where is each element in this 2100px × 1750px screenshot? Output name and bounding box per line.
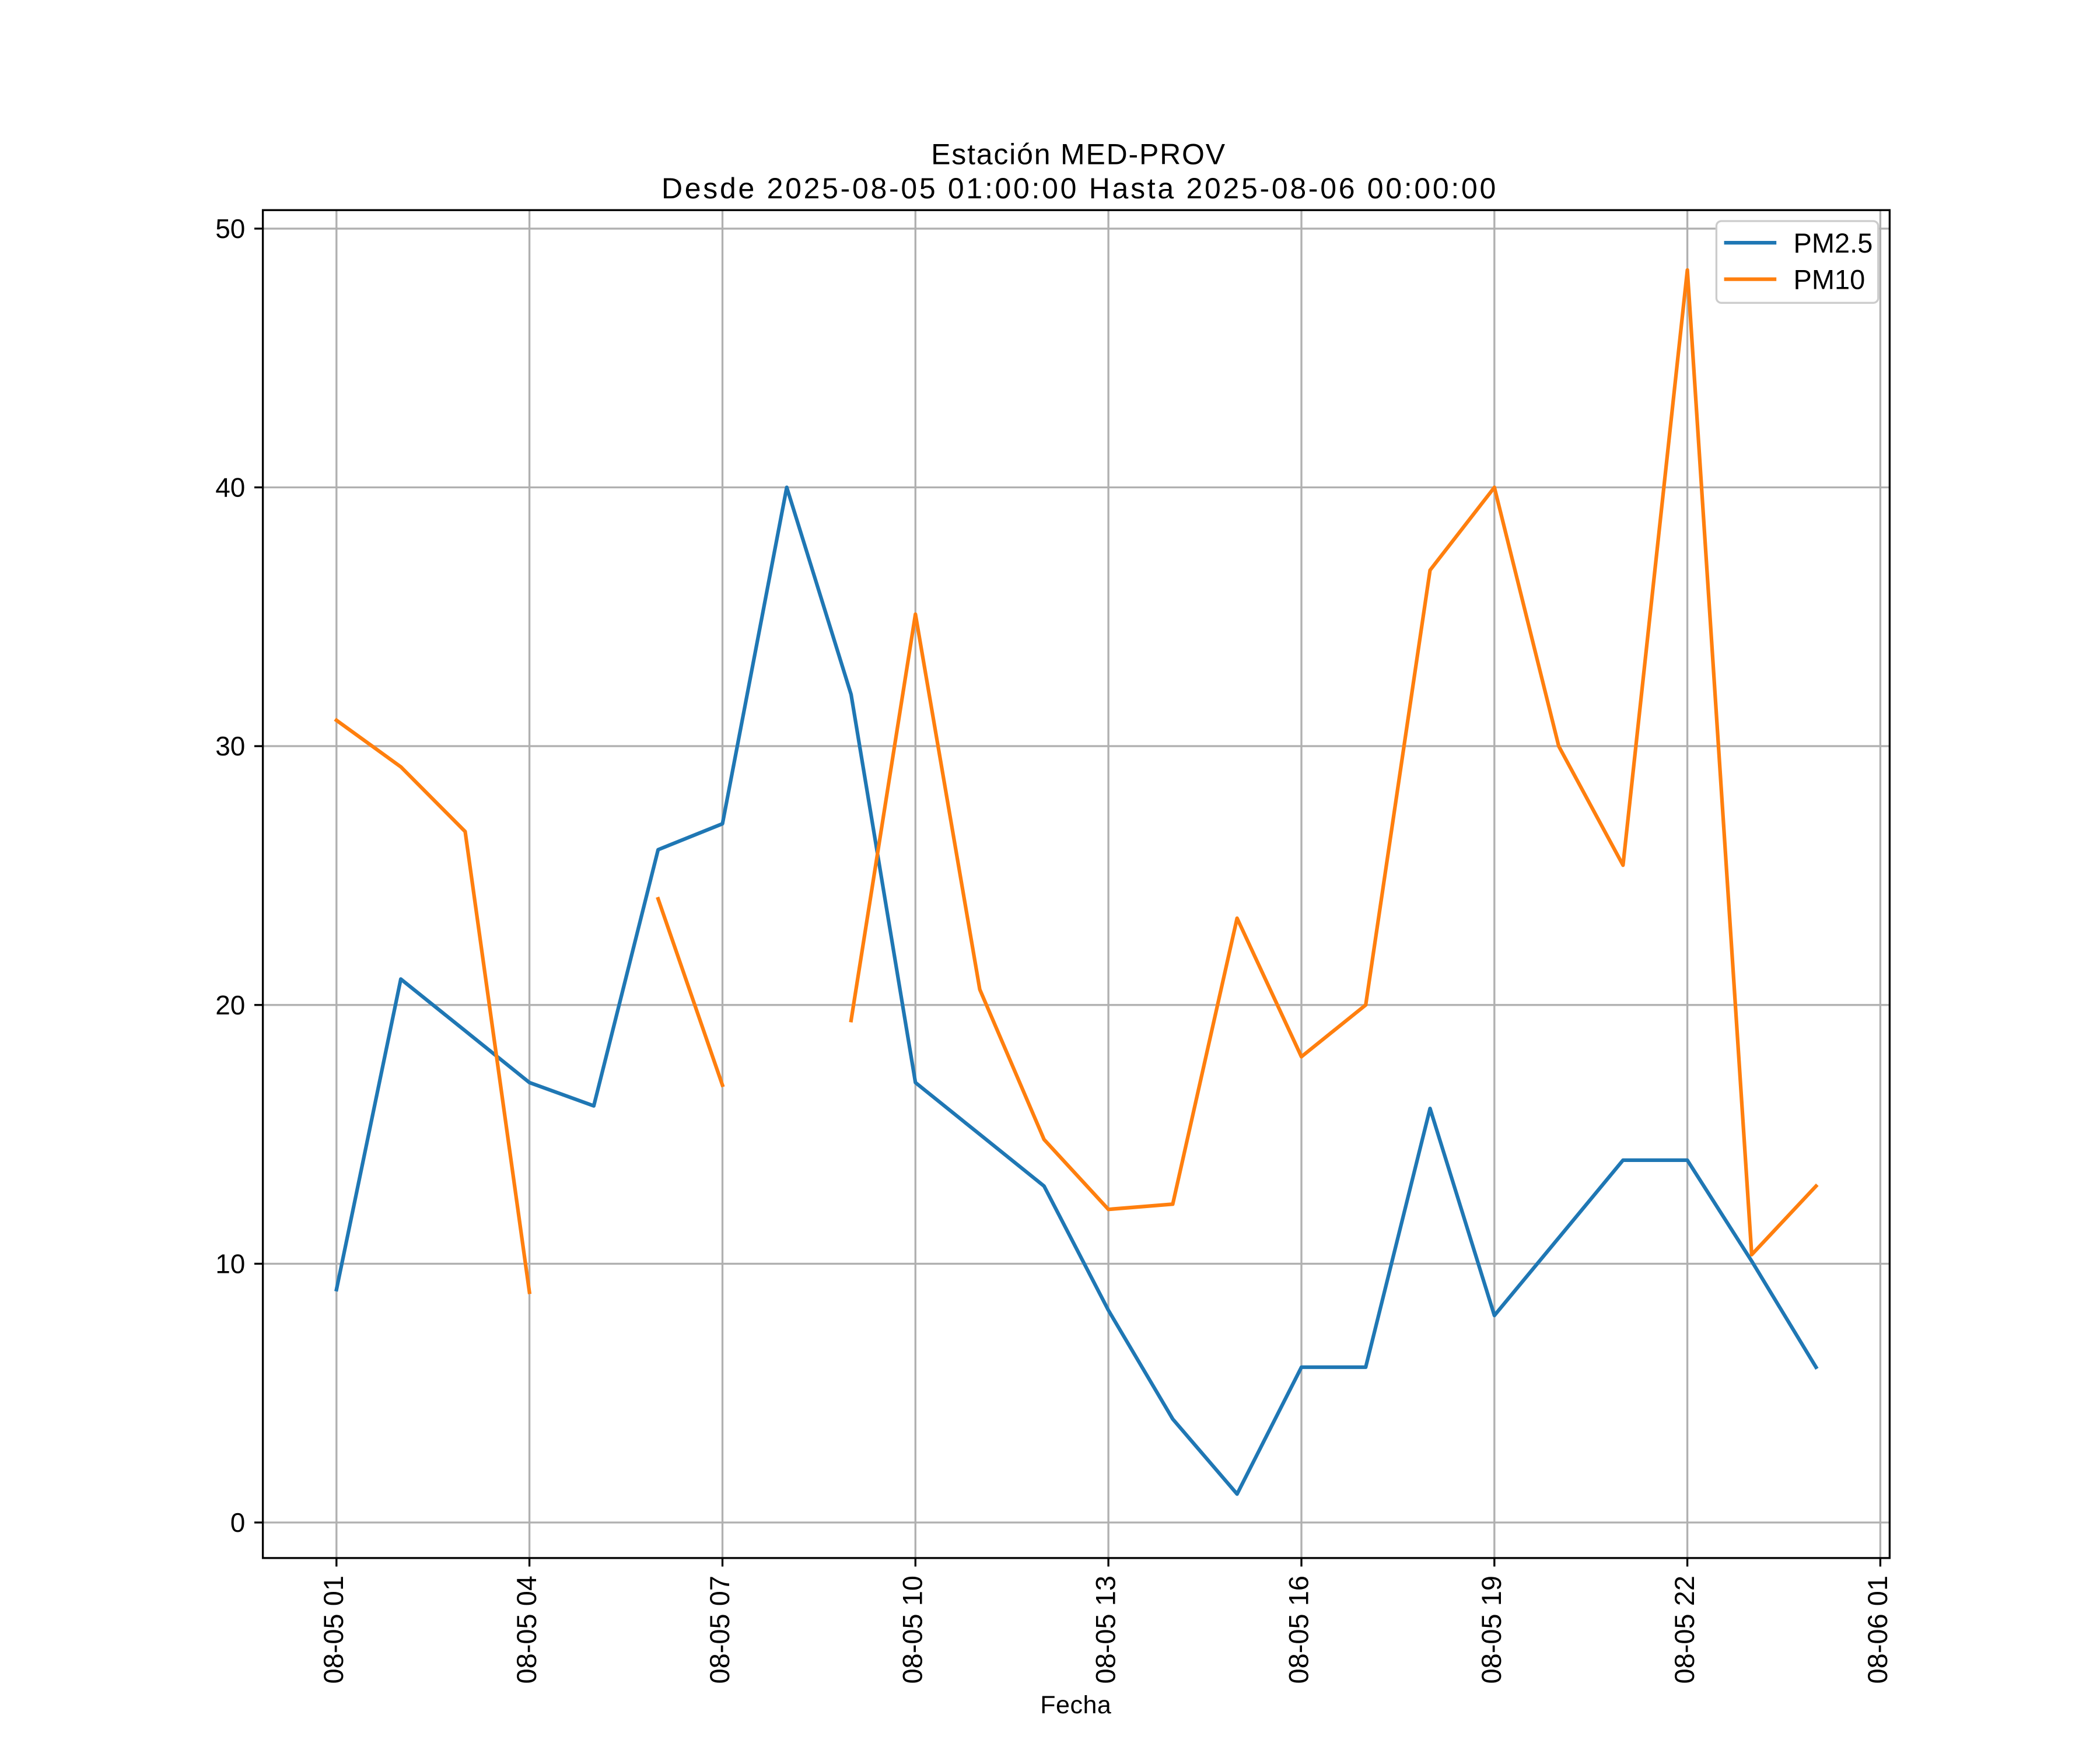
- svg-text:08-06 01: 08-06 01: [1862, 1576, 1893, 1684]
- svg-text:08-05 13: 08-05 13: [1090, 1576, 1121, 1684]
- svg-text:08-05 10: 08-05 10: [897, 1576, 928, 1684]
- svg-text:08-05 07: 08-05 07: [704, 1576, 735, 1684]
- svg-text:Desde 2025-08-05 01:00:00 Hast: Desde 2025-08-05 01:00:00 Hasta 2025-08-…: [662, 172, 1498, 205]
- svg-text:08-05 16: 08-05 16: [1283, 1576, 1314, 1684]
- svg-text:Estación MED-PROV: Estación MED-PROV: [931, 138, 1226, 171]
- svg-text:08-05 22: 08-05 22: [1669, 1576, 1700, 1684]
- svg-text:40: 40: [215, 473, 245, 503]
- svg-text:Fecha: Fecha: [1040, 1691, 1111, 1719]
- svg-text:08-05 01: 08-05 01: [318, 1576, 349, 1684]
- svg-text:08-05 19: 08-05 19: [1476, 1576, 1507, 1684]
- svg-text:20: 20: [215, 990, 245, 1020]
- svg-text:PM10: PM10: [1794, 264, 1866, 295]
- svg-text:10: 10: [215, 1248, 245, 1279]
- svg-text:50: 50: [215, 214, 245, 244]
- svg-text:08-05 04: 08-05 04: [511, 1576, 542, 1684]
- svg-text:30: 30: [215, 731, 245, 761]
- svg-text:PM2.5: PM2.5: [1794, 228, 1873, 258]
- svg-text:0: 0: [230, 1507, 246, 1538]
